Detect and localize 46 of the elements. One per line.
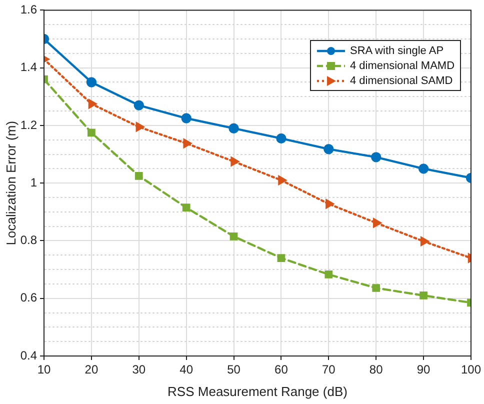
x-tick-label: 50: [227, 362, 241, 377]
y-tick-label: 1.4: [20, 60, 38, 74]
point: [276, 133, 286, 144]
x-tick-label: 90: [416, 362, 431, 377]
point: [324, 144, 334, 154]
y-tick-label: 0.6: [20, 290, 38, 305]
point: [230, 156, 239, 166]
point: [372, 284, 380, 292]
point: [88, 99, 97, 108]
x-tick-label: 40: [180, 362, 194, 377]
y-tick-label: 1: [30, 175, 38, 190]
y-tick-label: 1.2: [20, 118, 38, 132]
point: [183, 138, 192, 148]
x-tick-label: 10: [37, 362, 51, 377]
x-tick-label: 30: [132, 362, 146, 377]
point: [373, 218, 382, 228]
point: [371, 152, 382, 162]
x-tick-label: 20: [84, 362, 98, 377]
y-tick-label: 1.6: [20, 2, 38, 17]
point: [278, 176, 286, 185]
point: [88, 128, 96, 137]
x-tick-label: 60: [274, 362, 288, 377]
x-tick-label: 70: [322, 362, 336, 377]
point: [136, 122, 144, 132]
point: [134, 172, 143, 180]
y-axis-title: Localization Error (m): [3, 120, 18, 246]
point: [230, 232, 238, 240]
point: [86, 77, 97, 88]
x-tick-label: 80: [369, 362, 384, 377]
point: [418, 164, 429, 174]
x-tick-label: 100: [460, 362, 482, 377]
point: [420, 236, 429, 246]
legend-label: 4 dimensional SAMD: [350, 74, 453, 87]
point: [324, 270, 333, 278]
y-tick-label: 0.4: [20, 348, 38, 362]
legend-label: 4 dimensional MAMD: [350, 60, 455, 72]
point: [277, 254, 286, 262]
point: [134, 100, 144, 110]
point: [228, 123, 239, 134]
y-tick-label: 0.8: [20, 233, 38, 248]
point: [182, 204, 190, 212]
point: [420, 292, 428, 300]
legend-label: SRA with single AP: [350, 44, 444, 57]
x-axis-title: RSS Measurement Range (dB): [168, 384, 348, 399]
point: [326, 199, 334, 208]
point: [181, 113, 192, 124]
